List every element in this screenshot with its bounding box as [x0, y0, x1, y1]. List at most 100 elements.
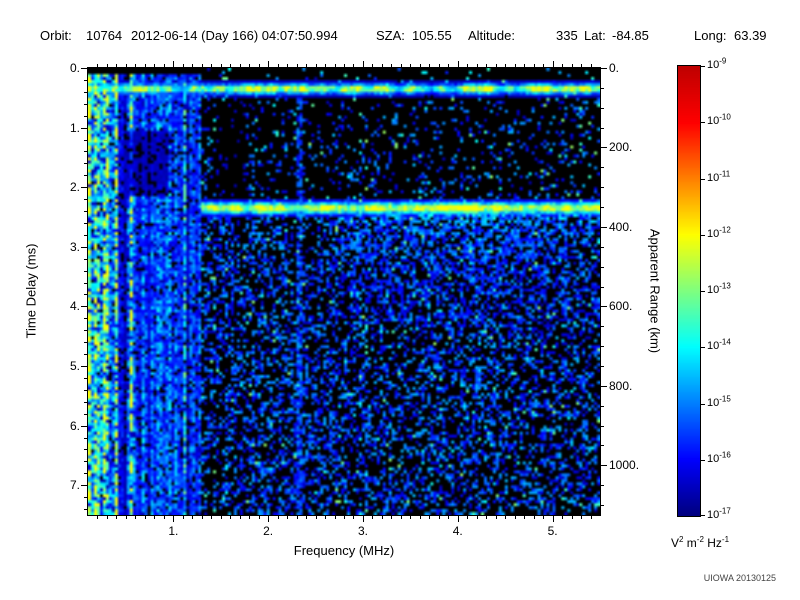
- axis-tick: [163, 516, 165, 519]
- axis-tick: [287, 516, 289, 519]
- axis-tick: [457, 516, 459, 522]
- axis-tick: [135, 516, 137, 519]
- axis-tick: [601, 207, 604, 209]
- axis-tick: [601, 286, 604, 288]
- altitude-label: Altitude:: [468, 28, 515, 43]
- axis-tick: [701, 234, 705, 236]
- tick-label: 6.: [69, 418, 80, 433]
- axis-tick: [601, 87, 604, 89]
- tick-label: 4.: [452, 524, 463, 538]
- axis-tick: [601, 306, 607, 308]
- axis-tick: [601, 405, 604, 407]
- axis-tick: [362, 516, 364, 522]
- axis-tick: [249, 516, 251, 519]
- axis-tick: [701, 178, 705, 180]
- axis-tick: [429, 516, 431, 519]
- altitude-value: 335: [556, 28, 578, 43]
- spectrogram-canvas: [88, 68, 600, 515]
- axis-tick: [601, 505, 604, 507]
- axis-tick: [601, 445, 604, 447]
- plot-frame: [87, 67, 601, 516]
- axis-tick: [400, 516, 402, 519]
- axis-tick: [391, 516, 393, 519]
- colorbar-gradient: [678, 66, 700, 516]
- tick-label: 1.: [168, 524, 179, 538]
- axis-tick: [296, 516, 298, 519]
- tick-label: 10-11: [707, 168, 731, 184]
- axis-tick: [601, 167, 604, 169]
- axis-tick: [325, 516, 327, 519]
- datetime-label: 2012-06-14 (Day 166) 04:07:50.994: [131, 28, 338, 43]
- axis-tick: [601, 246, 604, 248]
- axis-tick: [601, 187, 604, 189]
- axis-tick: [505, 516, 507, 519]
- axis-tick: [211, 516, 213, 519]
- right-y-axis-label: Apparent Range (km): [647, 228, 663, 354]
- axis-tick: [410, 516, 412, 519]
- latitude-value: -84.85: [612, 28, 649, 43]
- tick-label: 10-15: [707, 393, 731, 409]
- tick-label: 2.: [263, 524, 274, 538]
- axis-tick: [353, 516, 355, 519]
- axis-tick: [552, 516, 554, 522]
- axis-tick: [419, 516, 421, 519]
- tick-label: 3.: [69, 239, 80, 254]
- axis-tick: [97, 516, 99, 519]
- axis-tick: [701, 515, 705, 516]
- tick-label: 10-12: [707, 225, 731, 240]
- axis-tick: [581, 516, 583, 519]
- axis-tick: [306, 516, 308, 519]
- axis-tick: [438, 516, 440, 519]
- watermark: UIOWA 20130125: [703, 573, 776, 583]
- axis-tick: [344, 516, 345, 519]
- axis-tick: [601, 226, 607, 228]
- axis-tick: [562, 516, 564, 519]
- axis-tick: [334, 516, 336, 519]
- tick-label: 5.: [69, 359, 80, 373]
- axis-tick: [590, 516, 592, 519]
- axis-tick: [476, 516, 478, 519]
- tick-label: 5.: [547, 524, 558, 538]
- axis-tick: [601, 326, 604, 328]
- axis-tick: [601, 465, 607, 467]
- colorbar: [677, 65, 701, 517]
- tick-label: 3.: [357, 524, 368, 538]
- axis-tick: [182, 516, 184, 519]
- axis-tick: [144, 516, 146, 519]
- axis-tick: [173, 516, 175, 522]
- axis-tick: [601, 266, 604, 268]
- axis-tick: [701, 66, 705, 67]
- orbit-label: Orbit:: [40, 28, 72, 43]
- longitude-value: 63.39: [734, 28, 767, 43]
- axis-tick: [601, 385, 607, 387]
- axis-tick: [154, 516, 156, 519]
- axis-tick: [701, 291, 705, 292]
- tick-label: 0.: [69, 61, 80, 75]
- tick-label: 10-13: [707, 281, 731, 296]
- tick-label: 0.: [609, 61, 620, 75]
- axis-tick: [514, 516, 516, 519]
- axis-tick: [116, 516, 118, 519]
- axis-tick: [601, 485, 604, 487]
- tick-label: 200.: [609, 140, 633, 155]
- axis-tick: [315, 516, 317, 519]
- axis-tick: [601, 107, 604, 109]
- axis-tick: [201, 516, 203, 519]
- axis-tick: [258, 516, 260, 519]
- axis-tick: [701, 459, 705, 461]
- axis-tick: [601, 147, 607, 149]
- tick-label: 800.: [609, 378, 633, 393]
- longitude-label: Long:: [694, 28, 727, 43]
- sza-label: SZA:: [376, 28, 405, 43]
- axis-tick: [277, 516, 279, 519]
- axis-tick: [268, 516, 270, 522]
- tick-label: 10-14: [707, 337, 731, 353]
- tick-label: 4.: [69, 299, 80, 314]
- axis-tick: [220, 516, 222, 519]
- axis-tick: [495, 516, 497, 519]
- axis-tick: [125, 516, 127, 519]
- axis-tick: [524, 516, 526, 519]
- sza-value: 105.55: [412, 28, 452, 43]
- axis-tick: [701, 122, 705, 124]
